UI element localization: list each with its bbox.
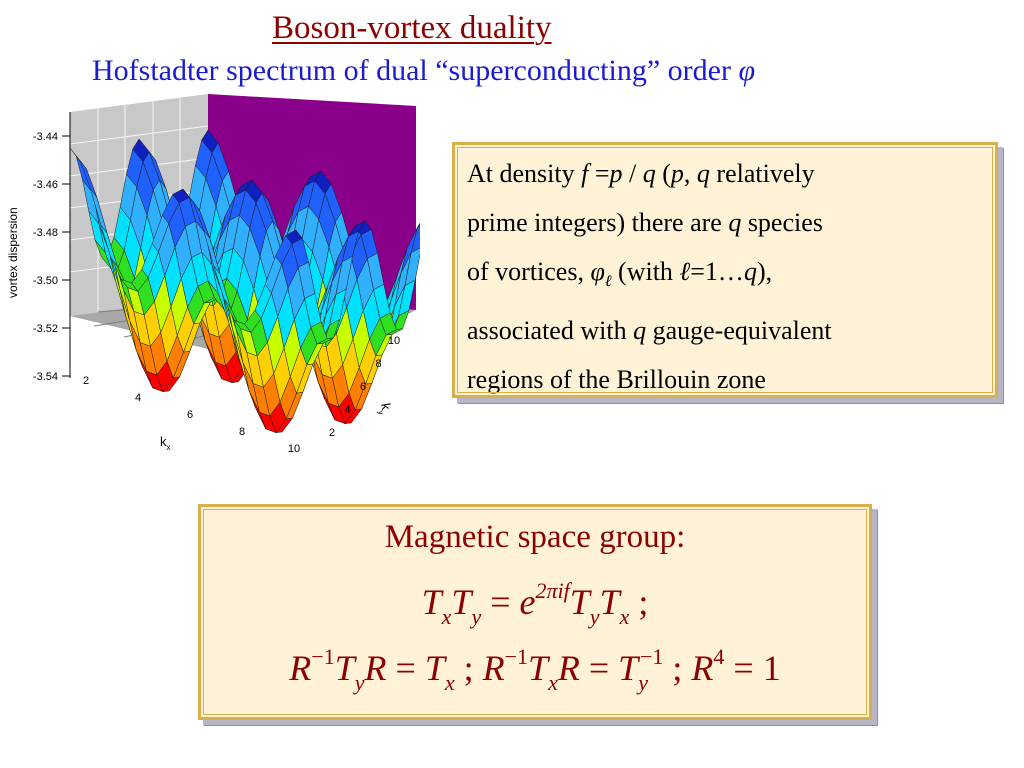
kx-tick-label: 4 <box>135 392 141 404</box>
z-tick-label: -3.46 <box>33 179 58 191</box>
ky-axis-label: ky <box>375 402 395 415</box>
ky-tick-label: 10 <box>388 335 400 347</box>
density-line-2: prime integers) there are q species <box>467 208 823 237</box>
surface-patch <box>285 229 303 245</box>
density-line-4: associated with q gauge-equivalent <box>467 316 832 346</box>
surface-patch <box>416 222 420 229</box>
z-tick-label: -3.44 <box>33 131 58 143</box>
translation-commutation-equation: TxTy = e2πifTyTx ; <box>421 578 649 629</box>
magnetic-space-group-box: Magnetic space group: TxTy = e2πifTyTx ;… <box>198 504 872 720</box>
subtitle-text: Hofstadter spectrum of dual “superconduc… <box>92 54 731 87</box>
z-tick-label: -3.48 <box>33 227 58 239</box>
density-line-1: At density f =p / q (p, q relatively <box>467 159 815 188</box>
magnetic-space-group-heading: Magnetic space group: <box>384 519 686 555</box>
density-line-3: of vortices, φℓ (with ℓ=1…q), <box>467 257 773 291</box>
density-info-text: At density f =p / q (p, q relatively pri… <box>467 149 987 404</box>
phi-symbol: φ <box>738 54 756 87</box>
kx-axis-ticks: 2 4 6 8 10 <box>83 375 300 455</box>
kx-tick-label: 2 <box>83 375 89 387</box>
z-axis-ticks: -3.44 -3.46 -3.48 -3.50 -3.52 -3.54 <box>33 112 71 383</box>
kx-axis-label: kx <box>160 434 171 452</box>
slide-title: Boson-vortex duality <box>272 10 552 46</box>
dispersion-surface <box>69 129 420 434</box>
ky-tick-label: 6 <box>360 381 366 393</box>
rotation-relations-equation: R−1TyR = Tx ; R−1TxR = Ty−1 ; R4 = 1 <box>289 644 781 695</box>
ky-tick-label: 2 <box>329 427 335 439</box>
ky-tick-label: 8 <box>375 358 381 370</box>
z-axis-label: vortex dispersion <box>6 207 20 298</box>
z-tick-label: -3.50 <box>33 275 58 287</box>
density-line-5: regions of the Brillouin zone <box>467 365 766 395</box>
z-tick-label: -3.52 <box>33 323 58 335</box>
z-tick-label: -3.54 <box>33 371 58 383</box>
slide-subtitle: Hofstadter spectrum of dual “superconduc… <box>92 54 755 88</box>
kx-tick-label: 6 <box>187 409 193 421</box>
ky-tick-label: 4 <box>344 404 350 416</box>
density-info-box: At density f =p / q (p, q relatively pri… <box>452 142 998 398</box>
kx-tick-label: 8 <box>239 426 245 438</box>
kx-tick-label: 10 <box>288 443 300 455</box>
